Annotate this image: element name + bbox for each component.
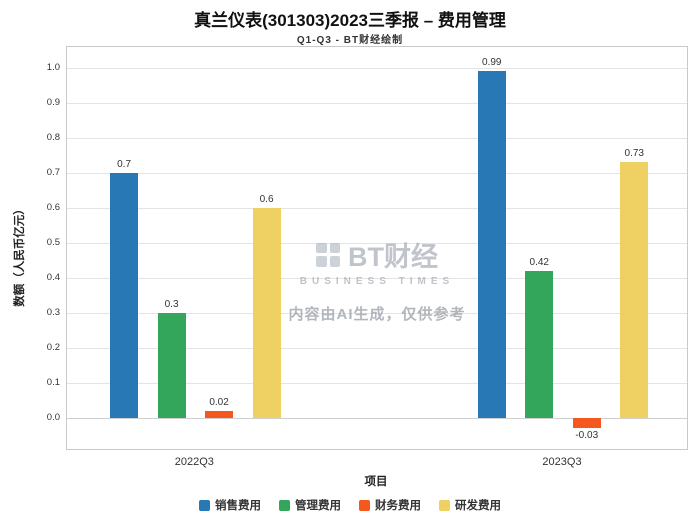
- bar: [525, 270, 554, 418]
- y-tick-label: 0.5: [46, 236, 60, 248]
- legend-label: 财务费用: [375, 500, 421, 512]
- y-tick-label: 1.0: [46, 61, 60, 73]
- y-tick-label: 0.8: [46, 131, 60, 143]
- x-category-label: 2022Q3: [174, 456, 214, 468]
- legend-swatch-icon: [359, 499, 370, 511]
- bar-value-label: 0.73: [624, 148, 644, 160]
- chart-title: 真兰仪表(301303)2023三季报 – 费用管理: [194, 11, 506, 30]
- gridline: [67, 277, 687, 279]
- legend-item[interactable]: 管理费用: [279, 497, 341, 513]
- bars-layer: 0.7 0.3 0.02 0.6 0.99 0.42 -0.03 0.73: [67, 47, 687, 449]
- legend-label: 管理费用: [295, 500, 341, 512]
- legend-item[interactable]: 研发费用: [439, 497, 501, 513]
- y-tick-label: 0.4: [46, 271, 60, 283]
- y-tick-label: 0.0: [46, 411, 60, 423]
- plot-area: BT财经 BUSINESS TIMES 内容由AI生成，仅供参考 0.7 0.3 0…: [66, 46, 688, 450]
- bar-value-label: 0.3: [164, 298, 179, 310]
- bar: [110, 172, 139, 418]
- y-tick-label: 0.7: [46, 166, 60, 178]
- gridline: [67, 347, 687, 349]
- legend-swatch-icon: [439, 499, 450, 511]
- legend-swatch-icon: [279, 499, 290, 511]
- bar: [477, 71, 506, 418]
- gridline: [67, 417, 687, 419]
- bar: [205, 410, 234, 418]
- gridline: [67, 67, 687, 69]
- y-tick-label: 0.1: [46, 376, 60, 388]
- bar-value-label: 0.7: [117, 158, 132, 170]
- bar-value-label: 0.6: [259, 193, 274, 205]
- legend-label: 研发费用: [455, 500, 501, 512]
- chart-subtitle: Q1-Q3 - BT财经绘制: [296, 35, 404, 46]
- legend-label: 销售费用: [215, 500, 261, 512]
- y-tick-label: 0.3: [46, 306, 60, 318]
- bar-value-label: 0.99: [482, 57, 502, 69]
- legend-item[interactable]: 财务费用: [359, 497, 421, 513]
- gridline: [67, 207, 687, 209]
- bar: [252, 207, 281, 418]
- legend-item[interactable]: 销售费用: [199, 497, 261, 513]
- bar: [572, 417, 601, 429]
- gridline: [67, 172, 687, 174]
- y-tick-label: 0.6: [46, 201, 60, 213]
- bar: [157, 312, 186, 418]
- x-axis-label: 项目: [364, 476, 388, 488]
- bar: [620, 162, 649, 418]
- bar-value-label: 0.02: [209, 396, 229, 408]
- y-tick-label: 0.2: [46, 341, 60, 353]
- gridline: [67, 312, 687, 314]
- x-category-label: 2023Q3: [542, 456, 582, 468]
- legend: 销售费用 管理费用 财务费用 研发费用: [0, 497, 700, 513]
- y-tick-label: 0.9: [46, 96, 60, 108]
- gridline: [67, 242, 687, 244]
- gridline: [67, 137, 687, 139]
- bar-value-label: 0.42: [529, 256, 549, 268]
- legend-swatch-icon: [199, 499, 210, 511]
- gridline: [67, 382, 687, 384]
- gridline: [67, 102, 687, 104]
- bar-value-label: -0.03: [575, 430, 599, 442]
